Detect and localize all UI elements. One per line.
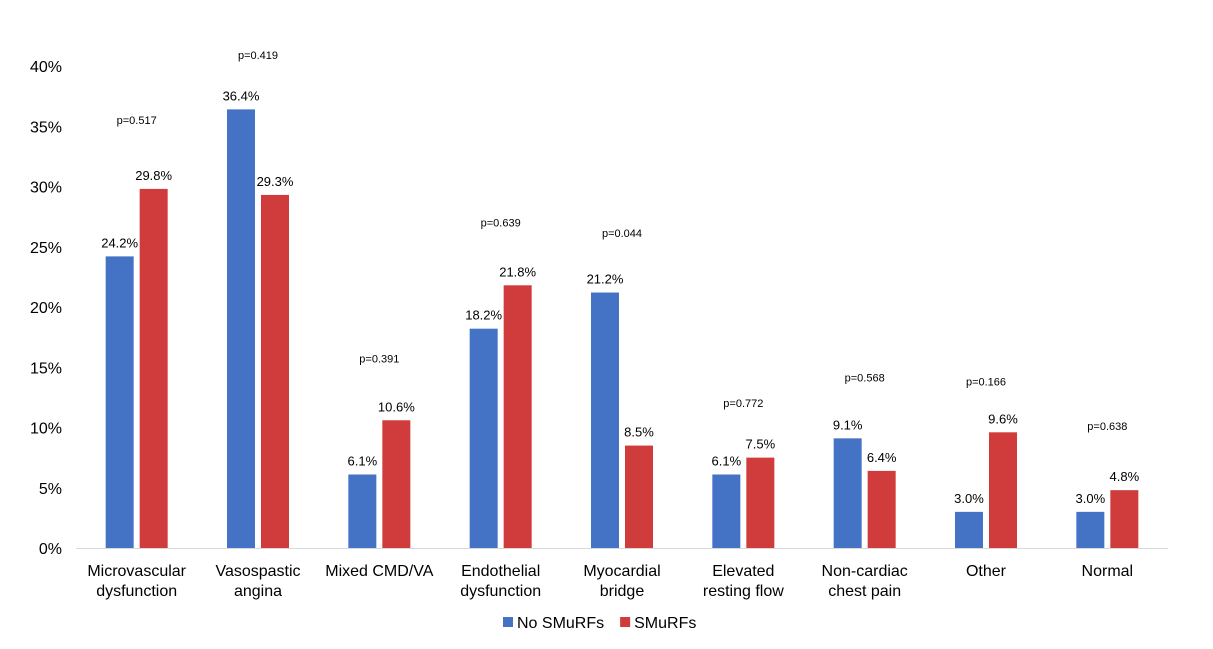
y-tick-label: 15% [30, 360, 62, 377]
data-label: 6.1% [712, 453, 742, 468]
bar-no-smurfs [712, 474, 741, 548]
data-label: 10.6% [378, 399, 415, 414]
y-tick-label: 10% [30, 421, 62, 438]
data-label: 36.4% [223, 88, 260, 103]
category-label: Vasospastic [215, 563, 300, 580]
category-label: bridge [600, 583, 645, 600]
bar-no-smurfs [833, 438, 862, 548]
p-value-label: p=0.638 [1087, 421, 1127, 433]
data-label: 8.5% [624, 425, 654, 440]
data-label: 29.3% [257, 174, 294, 189]
y-tick-label: 40% [30, 59, 62, 76]
data-label: 4.8% [1110, 469, 1140, 484]
data-label: 3.0% [954, 491, 984, 506]
bar-no-smurfs [348, 474, 377, 548]
category-label: angina [234, 583, 282, 600]
data-label: 3.0% [1076, 491, 1106, 506]
bar-smurfs [382, 420, 411, 548]
p-value-label: p=0.044 [602, 228, 642, 240]
category-label: Myocardial [583, 563, 660, 580]
p-value-label: p=0.568 [845, 373, 885, 385]
bar-no-smurfs [591, 292, 619, 548]
p-value-label: p=0.772 [723, 398, 763, 410]
y-tick-label: 35% [30, 119, 62, 136]
data-label: 9.6% [988, 411, 1018, 426]
data-label: 29.8% [135, 168, 172, 183]
legend-label: No SMuRFs [517, 615, 604, 632]
bar-smurfs [261, 194, 289, 548]
bar-smurfs [989, 432, 1017, 548]
y-tick-label: 0% [39, 541, 62, 558]
bar-smurfs [503, 285, 532, 548]
bar-smurfs [867, 470, 896, 548]
legend-swatch-smurfs [620, 617, 631, 627]
category-label: dysfunction [96, 583, 177, 600]
data-label: 21.2% [587, 272, 624, 287]
category-label: dysfunction [460, 583, 541, 600]
y-tick-label: 5% [39, 481, 62, 498]
p-value-label: p=0.391 [359, 353, 399, 365]
p-value-label: p=0.517 [117, 115, 157, 127]
y-tick-label: 30% [30, 180, 62, 197]
y-tick-label: 25% [30, 240, 62, 257]
bar-no-smurfs [227, 109, 255, 548]
p-value-label: p=0.166 [966, 376, 1006, 388]
y-tick-label: 20% [30, 300, 62, 317]
bar-no-smurfs [1076, 511, 1105, 548]
data-label: 18.2% [465, 308, 502, 323]
bar-smurfs [625, 445, 653, 548]
category-label: Normal [1082, 563, 1134, 580]
bar-no-smurfs [105, 256, 134, 548]
data-label: 6.4% [867, 450, 897, 465]
bar-smurfs [1110, 490, 1139, 548]
data-label: 21.8% [499, 264, 536, 279]
data-label: 9.1% [833, 417, 863, 432]
category-label: Elevated [712, 563, 774, 580]
category-label: resting flow [703, 583, 784, 600]
bar-no-smurfs [955, 511, 983, 548]
data-label: 6.1% [348, 453, 378, 468]
category-label: Mixed CMD/VA [325, 563, 433, 580]
category-label: Non-cardiac [822, 563, 908, 580]
category-label: Other [966, 563, 1007, 580]
category-label: chest pain [828, 583, 901, 600]
data-label: 7.5% [746, 437, 776, 452]
bar-smurfs [746, 457, 775, 548]
data-label: 24.2% [101, 235, 138, 250]
category-label: Microvascular [87, 563, 186, 580]
p-value-label: p=0.419 [238, 50, 278, 62]
p-value-label: p=0.639 [481, 217, 521, 229]
legend-swatch-no-smurfs [503, 617, 513, 627]
bar-no-smurfs [469, 328, 498, 548]
category-label: Endothelial [461, 563, 540, 580]
legend-label: SMuRFs [634, 615, 696, 632]
bar-smurfs [139, 188, 168, 548]
